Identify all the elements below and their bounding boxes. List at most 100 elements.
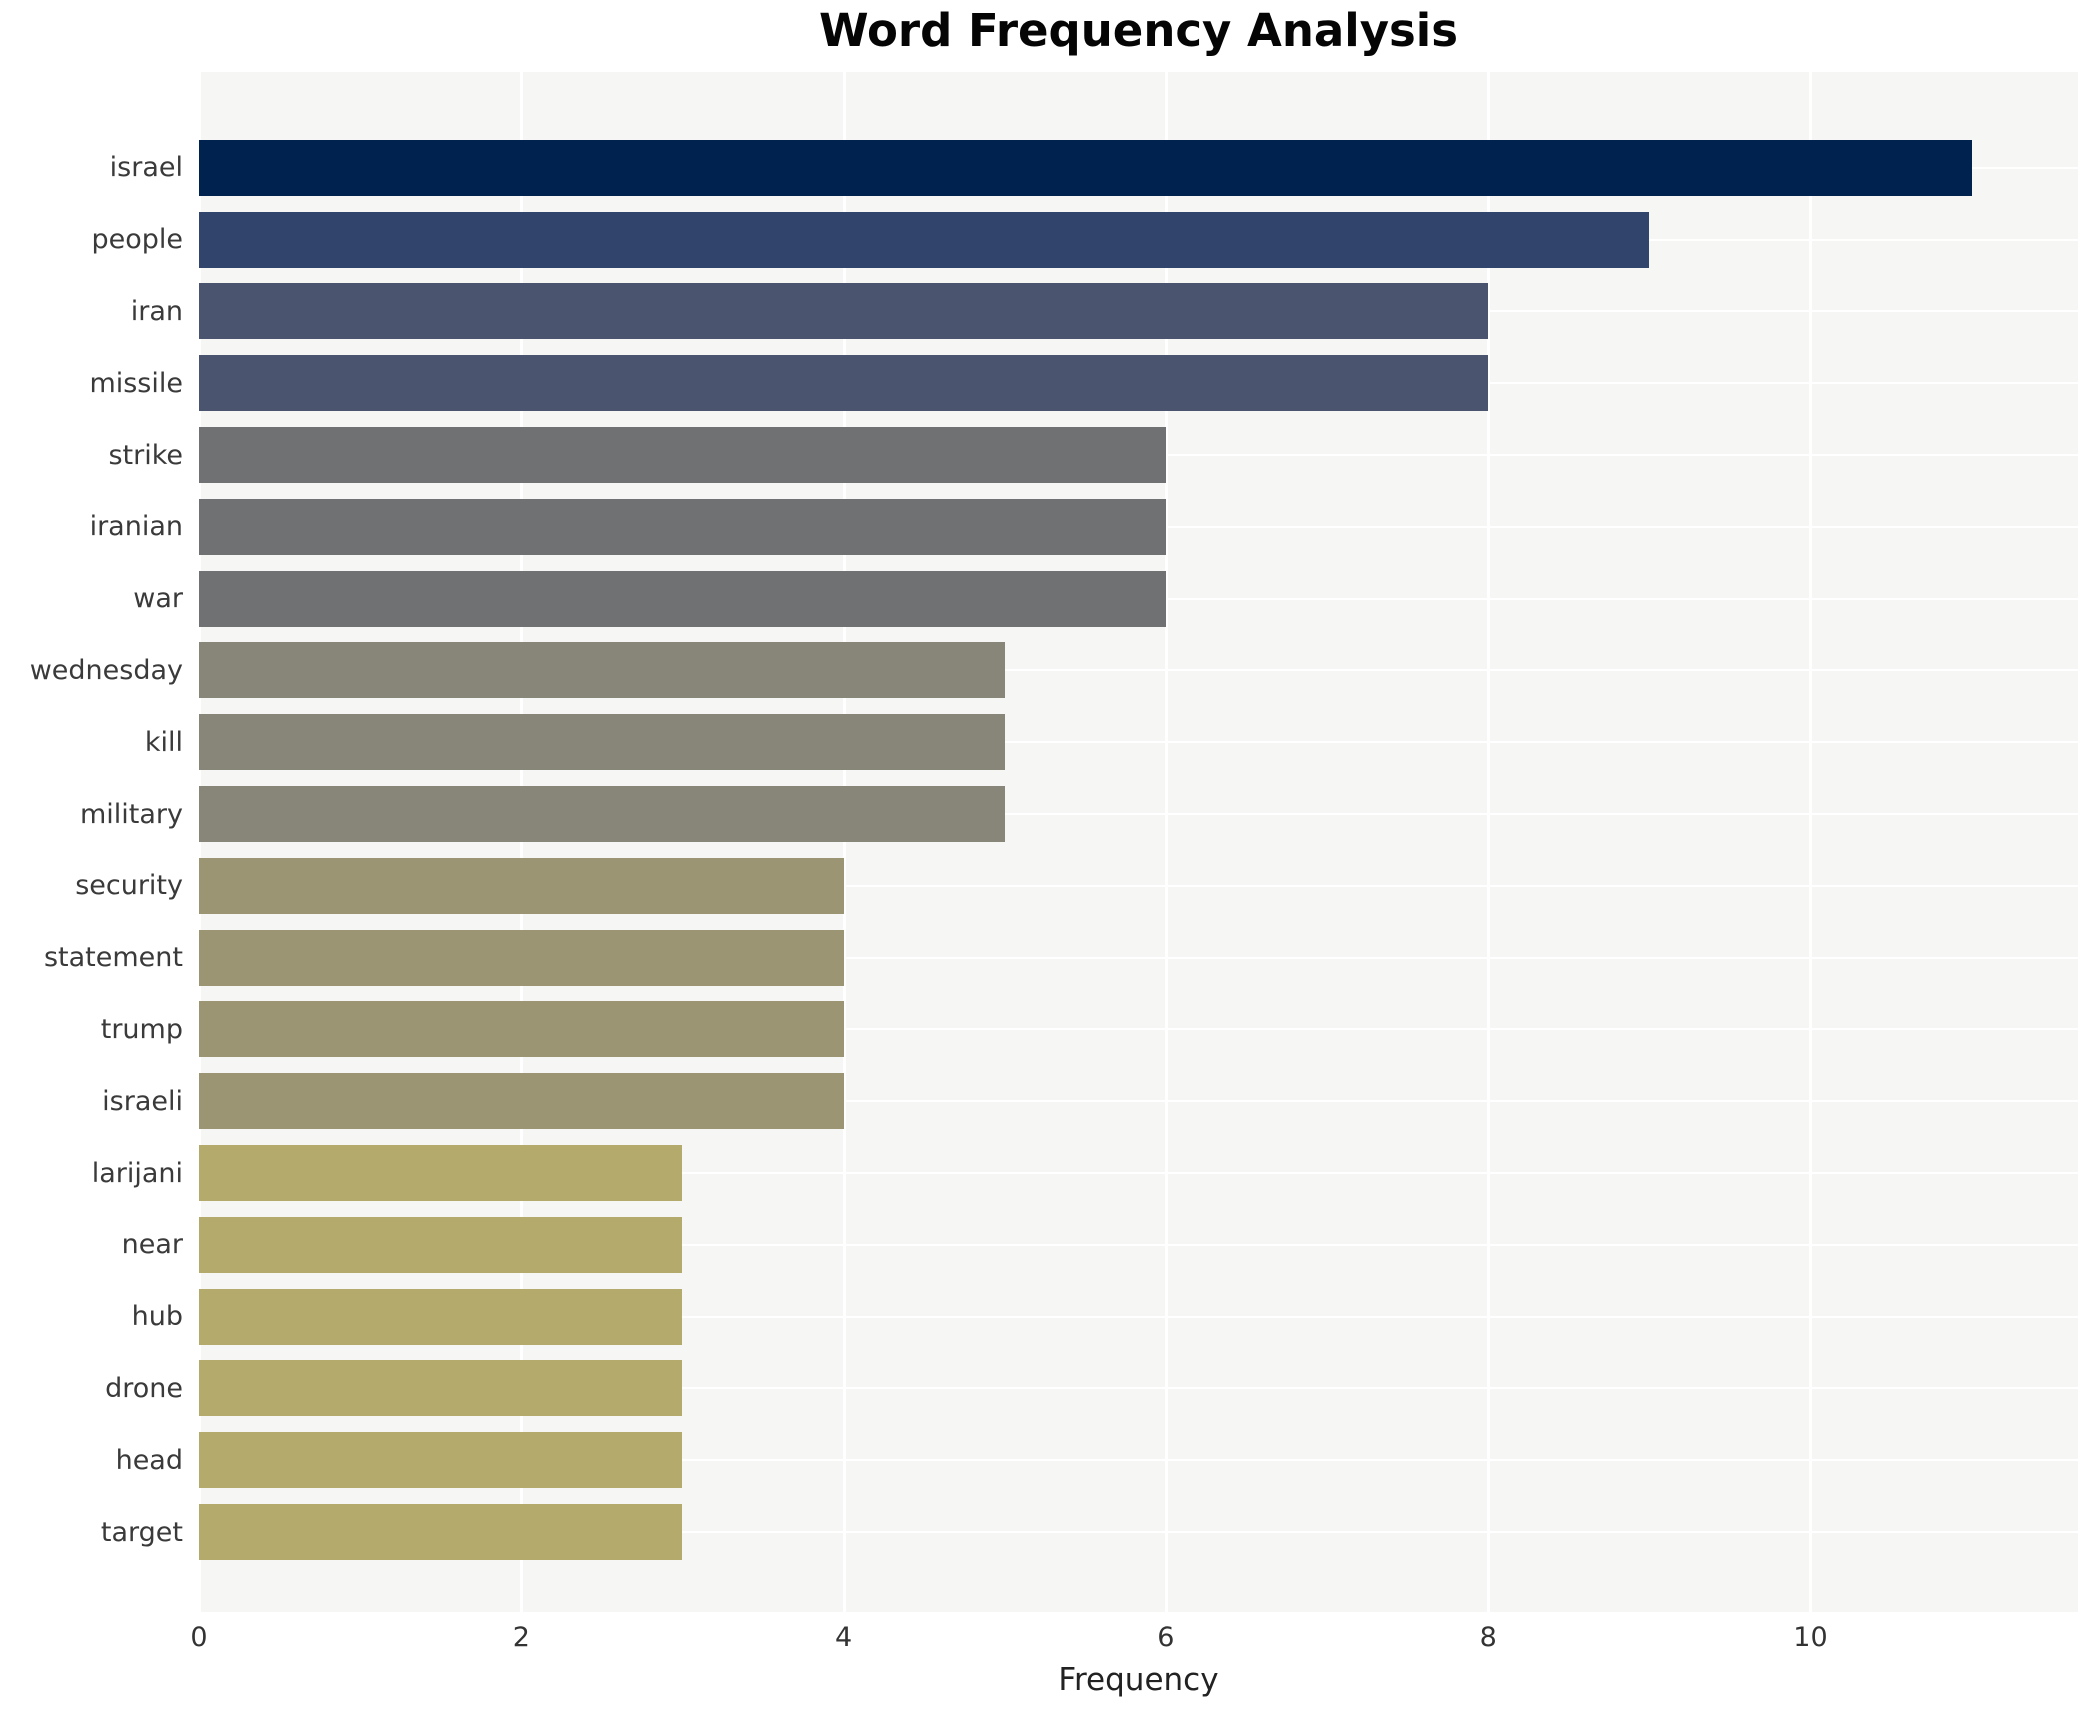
bar-wednesday xyxy=(199,642,1005,699)
h-gridline xyxy=(199,1100,2078,1103)
bar-row: target xyxy=(0,1496,2078,1568)
category-label: hub xyxy=(131,1301,183,1333)
h-gridline xyxy=(199,1028,2078,1031)
category-label: war xyxy=(133,583,183,615)
bar-statement xyxy=(199,929,844,986)
bar-row: hub xyxy=(0,1281,2078,1353)
x-tick-label: 6 xyxy=(1157,1622,1175,1653)
category-label: kill xyxy=(144,726,183,758)
bar-near xyxy=(199,1216,683,1273)
bar-track xyxy=(199,1281,2078,1353)
category-label: drone xyxy=(105,1372,183,1404)
bar-track xyxy=(199,1424,2078,1496)
category-label: head xyxy=(115,1444,183,1476)
category-label: iran xyxy=(130,295,183,327)
bar-war xyxy=(199,570,1166,627)
bar-track xyxy=(199,419,2078,491)
h-gridline xyxy=(199,1315,2078,1318)
bar-track xyxy=(199,276,2078,348)
category-label: target xyxy=(100,1516,183,1548)
x-axis-label: Frequency xyxy=(1058,1662,1219,1698)
bar-row: iranian xyxy=(0,491,2078,563)
category-label: israeli xyxy=(102,1085,183,1117)
bar-track xyxy=(199,1496,2078,1568)
bar-track xyxy=(199,204,2078,276)
x-tick-label: 2 xyxy=(512,1622,530,1653)
bar-row: war xyxy=(0,563,2078,635)
bar-row: drone xyxy=(0,1353,2078,1425)
bar-track xyxy=(199,1353,2078,1425)
bar-military xyxy=(199,786,1005,843)
bar-row: iran xyxy=(0,276,2078,348)
category-label: strike xyxy=(108,439,183,471)
x-tick-label: 4 xyxy=(835,1622,853,1653)
bar-people xyxy=(199,211,1650,268)
bar-row: israel xyxy=(0,132,2078,204)
category-label: statement xyxy=(43,942,183,974)
h-gridline xyxy=(199,1387,2078,1390)
x-axis-ticks: 0 2 4 6 8 10 xyxy=(190,1622,2078,1658)
bar-track xyxy=(199,1209,2078,1281)
bar-larijani xyxy=(199,1145,683,1202)
bar-row: larijani xyxy=(0,1137,2078,1209)
bar-row: near xyxy=(0,1209,2078,1281)
h-gridline xyxy=(199,669,2078,672)
bar-israeli xyxy=(199,1073,844,1130)
bar-track xyxy=(199,994,2078,1066)
bar-row: strike xyxy=(0,419,2078,491)
bar-row: head xyxy=(0,1424,2078,1496)
h-gridline xyxy=(199,1531,2078,1534)
bar-row: statement xyxy=(0,922,2078,994)
bar-track xyxy=(199,922,2078,994)
bar-strike xyxy=(199,427,1166,484)
bar-track xyxy=(199,563,2078,635)
h-gridline xyxy=(199,813,2078,816)
h-gridline xyxy=(199,741,2078,744)
bar-track xyxy=(199,1065,2078,1137)
bar-track xyxy=(199,778,2078,850)
bar-iran xyxy=(199,283,1489,340)
category-label: near xyxy=(121,1229,183,1261)
h-gridline xyxy=(199,1243,2078,1246)
v-gridline xyxy=(1487,72,1491,1612)
bar-track xyxy=(199,491,2078,563)
bar-track xyxy=(199,850,2078,922)
bar-iranian xyxy=(199,498,1166,555)
bar-row: military xyxy=(0,778,2078,850)
h-gridline xyxy=(199,956,2078,959)
bar-target xyxy=(199,1504,683,1561)
v-gridline xyxy=(1809,72,1813,1612)
bar-kill xyxy=(199,714,1005,771)
chart-title: Word Frequency Analysis xyxy=(818,4,1459,57)
bar-row: people xyxy=(0,204,2078,276)
category-label: military xyxy=(79,798,183,830)
bar-track xyxy=(199,347,2078,419)
h-gridline xyxy=(199,1459,2078,1462)
category-label: security xyxy=(75,870,183,902)
bar-row: israeli xyxy=(0,1065,2078,1137)
bar-head xyxy=(199,1432,683,1489)
x-tick-label: 8 xyxy=(1479,1622,1497,1653)
bar-track xyxy=(199,635,2078,707)
bar-hub xyxy=(199,1288,683,1345)
bar-track xyxy=(199,706,2078,778)
bar-missile xyxy=(199,355,1489,412)
bar-drone xyxy=(199,1360,683,1417)
category-label: people xyxy=(91,224,183,256)
bar-row: security xyxy=(0,850,2078,922)
bar-track xyxy=(199,1137,2078,1209)
h-gridline xyxy=(199,1172,2078,1175)
category-label: trump xyxy=(100,1013,183,1045)
bar-rows-container: israel people iran missile strike iranian war w… xyxy=(0,72,2078,1612)
category-label: missile xyxy=(89,367,183,399)
bar-israel xyxy=(199,139,1972,196)
bar-row: kill xyxy=(0,706,2078,778)
bar-trump xyxy=(199,1001,844,1058)
v-gridline xyxy=(1164,72,1168,1612)
bar-row: missile xyxy=(0,347,2078,419)
bar-row: wednesday xyxy=(0,635,2078,707)
category-label: larijani xyxy=(91,1157,183,1189)
category-label: iranian xyxy=(89,511,183,543)
bar-track xyxy=(199,132,2078,204)
